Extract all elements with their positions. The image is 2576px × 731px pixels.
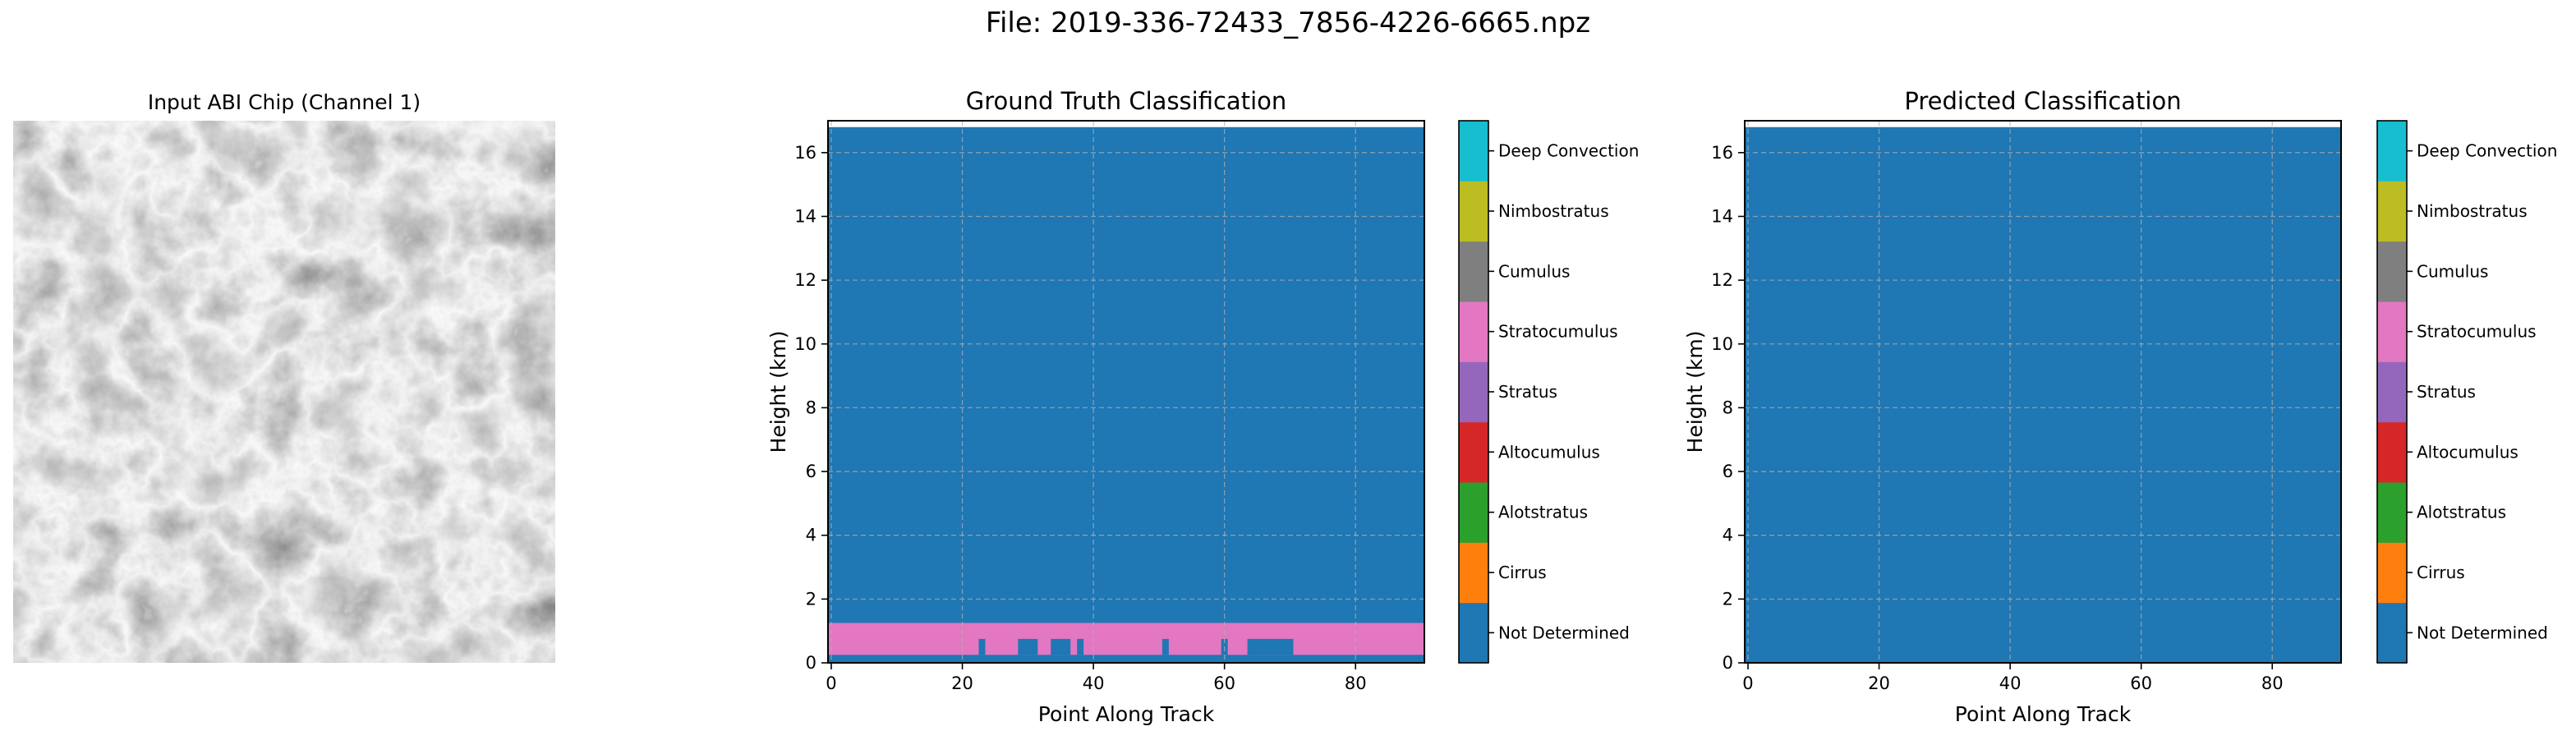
figure-suptitle: File: 2019-336-72433_7856-4226-6665.npz [985, 7, 1591, 39]
y-tick-label: 6 [806, 462, 816, 481]
colorbar-segment [2377, 301, 2407, 362]
colorbar-segment [1459, 361, 1488, 423]
colorbar-label: Cirrus [1498, 563, 1547, 582]
y-tick-label: 8 [1723, 398, 1733, 417]
colorbar-label: Alotstratus [1498, 503, 1588, 522]
colorbar-segment [1459, 482, 1488, 543]
y-tick-label: 10 [1711, 334, 1733, 354]
y-tick-label: 0 [806, 653, 816, 673]
y-tick-label: 12 [794, 270, 816, 290]
colorbar-label: Deep Convection [2417, 141, 2557, 161]
colorbar-label: Nimbostratus [1498, 201, 1609, 221]
colorbar-segment [2377, 121, 2407, 182]
x-tick-label: 0 [826, 674, 836, 693]
x-tick-label: 80 [2261, 674, 2284, 693]
class-layer-0 [828, 623, 1424, 655]
input-panel-title: Input ABI Chip (Channel 1) [147, 90, 421, 114]
colorbar-segment [1459, 602, 1488, 664]
x-tick-label: 20 [951, 674, 973, 693]
class-layer-5 [1162, 638, 1169, 655]
y-tick-label: 2 [806, 589, 816, 609]
colorbar-label: Cirrus [2417, 563, 2465, 582]
colorbar-frame [1458, 120, 1489, 664]
predicted-plot: 0 20 40 60 80 0 2 4 6 8 10 12 14 16 Point Along Track H… [1683, 120, 2557, 726]
x-tick-label: 20 [1868, 674, 1890, 693]
predicted-title: Predicted Classification [1904, 87, 2182, 115]
y-tick-label: 10 [794, 334, 816, 354]
y-tick-label: 2 [1723, 589, 1733, 609]
colorbar-segment [1459, 241, 1488, 302]
y-tick-label: 14 [1711, 206, 1733, 226]
colorbar-label: Alotstratus [2417, 503, 2506, 522]
colorbar-segment [1459, 542, 1488, 604]
colorbar-segment [2377, 421, 2407, 483]
colorbar-label: Cumulus [2417, 261, 2488, 281]
class-layer-2 [1018, 638, 1038, 655]
x-axis-label: Point Along Track [1038, 702, 1215, 726]
x-tick-label: 60 [1213, 674, 1235, 693]
colorbar-label: Stratus [2417, 382, 2476, 402]
y-tick-label: 16 [1711, 143, 1733, 163]
class-layer-1 [978, 638, 986, 655]
x-axis-label: Point Along Track [1955, 702, 2132, 726]
colorbar-segment [2377, 241, 2407, 302]
class-layer-3 [1051, 638, 1071, 655]
colorbar-label: Deep Convection [1498, 141, 1639, 161]
colorbar-label: Stratocumulus [1498, 322, 1618, 342]
colorbar-segment [2377, 482, 2407, 543]
y-tick-label: 8 [806, 398, 816, 417]
colorbar-segment [1459, 421, 1488, 483]
x-tick-label: 80 [1345, 674, 1367, 693]
y-axis-label: Height (km) [766, 331, 790, 453]
y-tick-label: 4 [1723, 526, 1733, 545]
colorbar-segment [2377, 361, 2407, 423]
ground-truth-plot: 0 20 40 60 80 0 2 4 6 8 10 12 14 16 Point Along Track H… [766, 120, 1639, 726]
class-field-background [828, 126, 1424, 663]
input-abi-image [13, 121, 555, 663]
colorbar-label: Not Determined [2417, 623, 2548, 642]
colorbar-label: Stratocumulus [2417, 322, 2537, 342]
x-tick-label: 40 [1083, 674, 1105, 693]
colorbar-segment [1459, 121, 1488, 182]
colorbar-segment [2377, 542, 2407, 604]
y-tick-label: 16 [794, 143, 816, 163]
colorbar-label: Not Determined [1498, 623, 1630, 642]
colorbar-segment [1459, 301, 1488, 362]
x-tick-label: 40 [1999, 674, 2022, 693]
ground-truth-title: Ground Truth Classification [965, 87, 1287, 115]
y-axis-label: Height (km) [1683, 331, 1707, 453]
y-tick-label: 14 [794, 206, 816, 226]
colorbar-label: Cumulus [1498, 261, 1570, 281]
colorbar-label: Altocumulus [2417, 442, 2518, 462]
colorbar-label: Nimbostratus [2417, 201, 2528, 221]
colorbar-label: Altocumulus [1498, 442, 1600, 462]
x-tick-label: 60 [2130, 674, 2152, 693]
class-layer-7 [1247, 638, 1294, 655]
colorbar-frame [2376, 120, 2408, 664]
y-tick-label: 0 [1723, 653, 1733, 673]
y-tick-label: 6 [1723, 462, 1733, 481]
colorbar-segment [2377, 181, 2407, 242]
class-layer-4 [1077, 638, 1084, 655]
axes-frame [1744, 120, 2342, 664]
x-tick-label: 0 [1742, 674, 1753, 693]
colorbar-segment [1459, 181, 1488, 242]
colorbar-label: Stratus [1498, 382, 1557, 402]
class-field-background [1745, 126, 2341, 663]
colorbar-segment [2377, 602, 2407, 664]
axes-frame [827, 120, 1425, 664]
y-tick-label: 12 [1711, 270, 1733, 290]
y-tick-label: 4 [806, 526, 816, 545]
